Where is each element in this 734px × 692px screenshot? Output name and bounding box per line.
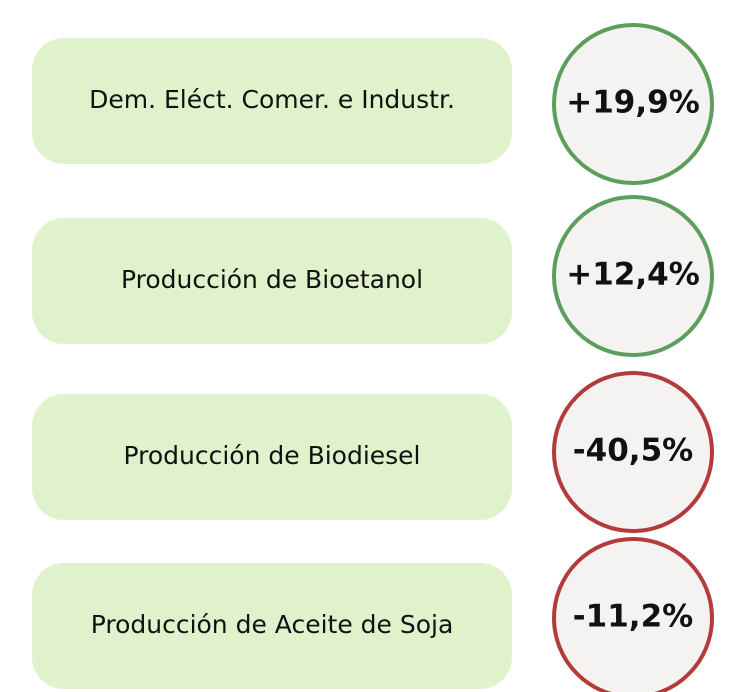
item-label: Dem. Eléct. Comer. e Industr. [89,85,455,114]
item-label: Producción de Biodiesel [123,441,420,470]
label-pill [32,38,512,164]
item-label: Producción de Aceite de Soja [91,610,454,639]
value-circle [552,23,714,185]
item-value: +19,9% [566,85,700,121]
label-pill [32,563,512,689]
item-value: -40,5% [573,433,693,469]
item-value: +12,4% [566,257,700,293]
value-circle [552,371,714,533]
label-pill [32,218,512,344]
item-label: Producción de Bioetanol [121,265,423,294]
label-pill [32,394,512,520]
value-circle [552,195,714,357]
item-value: -11,2% [573,599,693,635]
value-circle [552,537,714,692]
